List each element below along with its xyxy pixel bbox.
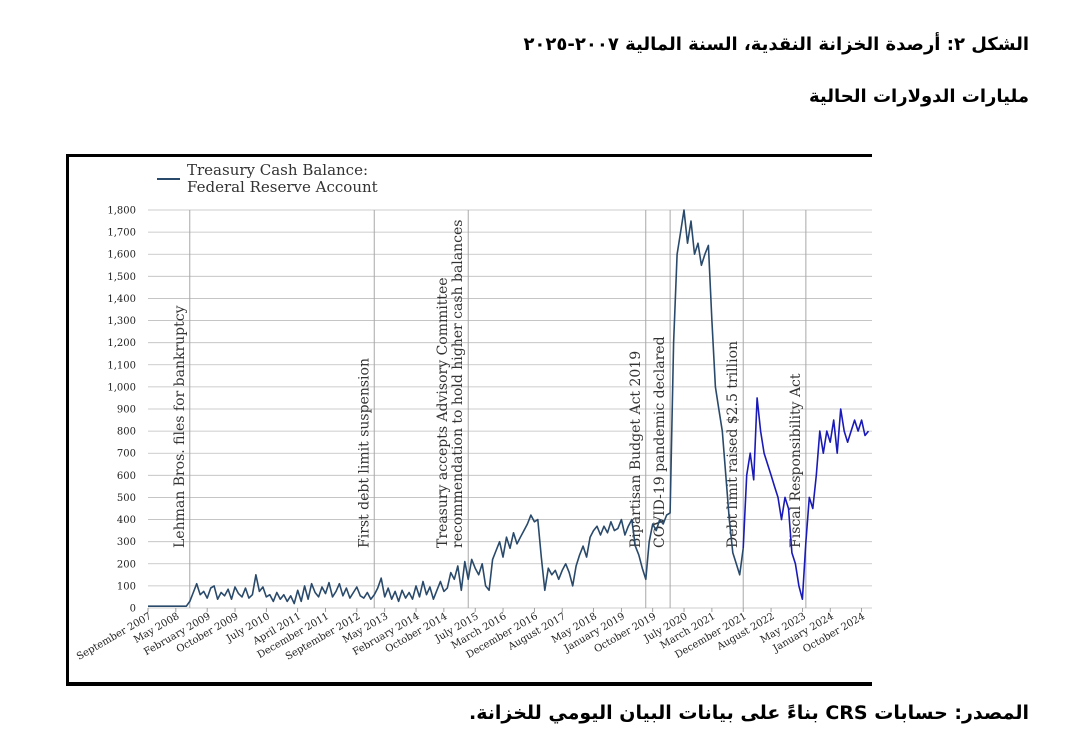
event-annotation: First debt limit suspension	[356, 358, 372, 548]
y-axis: 0 100 200 300 400 500 600 700 800 900 1,000 1,100 1,…	[107, 206, 136, 615]
event-annotation: Bipartisan Budget Act 2019	[628, 351, 644, 548]
series-line-late	[742, 397, 870, 601]
y-tick-label: 1,200	[107, 338, 136, 349]
y-tick-label: 800	[117, 427, 136, 438]
y-tick-label: 1,700	[107, 228, 136, 239]
event-annotation: COVID-19 pandemic declared	[652, 336, 668, 548]
legend-label: Treasury Cash Balance:	[187, 161, 368, 179]
y-tick-label: 500	[117, 493, 136, 504]
series-line-early	[148, 209, 744, 608]
data-line	[148, 209, 870, 608]
y-tick-label: 1,600	[107, 250, 136, 261]
event-annotation: Treasury accepts Advisory Committee	[435, 277, 451, 548]
event-annotation: Fiscal Responsibility Act	[788, 373, 804, 548]
figure-unit-label: مليارات الدولارات الحالية	[809, 86, 1029, 107]
figure-source: المصدر: حسابات CRS بناءً على بيانات البي…	[468, 702, 1029, 724]
legend: Treasury Cash Balance:Federal Reserve Ac…	[157, 161, 378, 196]
event-annotation: Debt limit raised $2.5 trillion	[725, 341, 741, 548]
y-tick-label: 1,100	[107, 360, 136, 371]
y-tick-label: 1,500	[107, 272, 136, 283]
y-tick-label: 1,300	[107, 316, 136, 327]
event-annotation: recommendation to hold higher cash balan…	[450, 220, 466, 548]
y-tick-label: 1,000	[107, 382, 136, 393]
y-tick-label: 300	[117, 537, 136, 548]
event-lines: Lehman Bros. files for bankruptcy First d…	[172, 210, 807, 608]
y-tick-label: 600	[117, 471, 136, 482]
chart-frame: Lehman Bros. files for bankruptcy First d…	[66, 154, 872, 686]
legend-label: Federal Reserve Account	[187, 178, 378, 196]
figure-title: الشكل ٢: أرصدة الخزانة النقدية، السنة ال…	[523, 34, 1029, 55]
y-tick-label: 1,800	[107, 206, 136, 217]
y-tick-label: 400	[117, 515, 136, 526]
y-tick-label: 100	[117, 581, 136, 592]
gridlines	[148, 209, 872, 609]
y-tick-label: 900	[117, 405, 136, 416]
y-tick-label: 700	[117, 449, 136, 460]
y-tick-label: 0	[130, 604, 136, 615]
chart-svg: Lehman Bros. files for bankruptcy First d…	[75, 161, 872, 663]
y-tick-label: 1,400	[107, 294, 136, 305]
event-annotation: Lehman Bros. files for bankruptcy	[172, 305, 188, 548]
y-tick-label: 200	[117, 559, 136, 570]
